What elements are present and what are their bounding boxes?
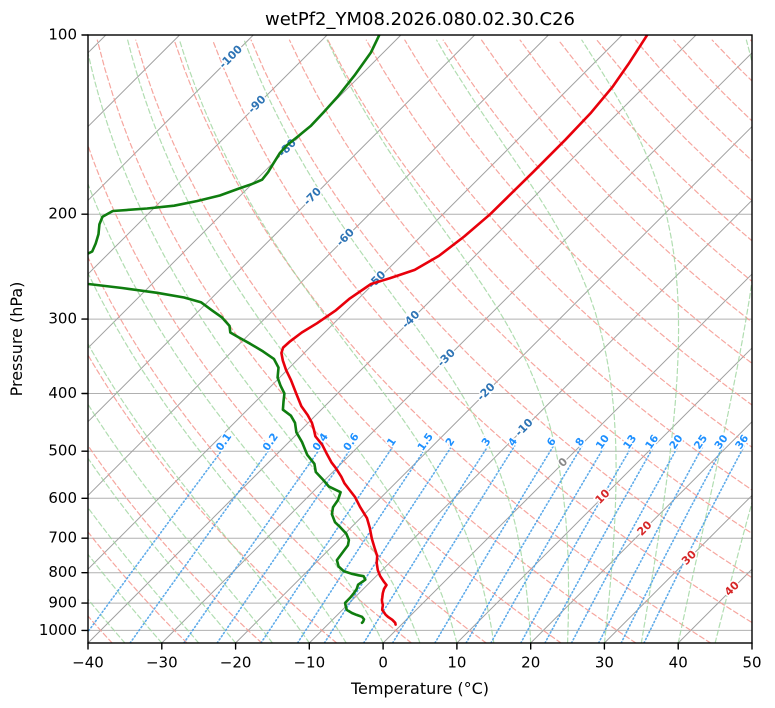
y-axis-label: Pressure (hPa) <box>7 282 26 397</box>
svg-text:0: 0 <box>378 654 388 672</box>
x-axis-label: Temperature (°C) <box>350 679 489 698</box>
svg-text:700: 700 <box>48 529 77 547</box>
svg-text:20: 20 <box>521 654 540 672</box>
chart-title: wetPf2_YM08.2026.080.02.30.C26 <box>265 9 575 30</box>
svg-text:−40: −40 <box>72 654 104 672</box>
svg-text:0.2: 0.2 <box>260 431 281 453</box>
svg-text:1: 1 <box>385 436 399 449</box>
svg-text:200: 200 <box>48 205 77 223</box>
svg-text:500: 500 <box>48 442 77 460</box>
svg-text:1000: 1000 <box>39 621 77 639</box>
svg-text:40: 40 <box>669 654 688 672</box>
svg-text:8: 8 <box>573 436 587 449</box>
svg-text:30: 30 <box>595 654 614 672</box>
svg-text:600: 600 <box>48 489 77 507</box>
svg-text:900: 900 <box>48 594 77 612</box>
svg-text:−30: −30 <box>146 654 178 672</box>
svg-text:1.5: 1.5 <box>415 431 436 453</box>
y-axis-ticks: 100 200 300 400 500 600 700 800 900 1000 <box>39 26 89 639</box>
svg-text:800: 800 <box>48 563 77 581</box>
isotherm-lines <box>88 35 752 643</box>
svg-text:2: 2 <box>443 436 457 449</box>
temperature-curve <box>280 35 649 626</box>
svg-text:300: 300 <box>48 310 77 328</box>
dry-adiabat-lines <box>88 39 752 643</box>
svg-text:6: 6 <box>545 436 559 449</box>
x-axis-ticks: −40 −30 −20 −10 0 10 20 30 40 50 <box>72 642 762 672</box>
svg-text:13: 13 <box>621 433 639 452</box>
svg-text:−20: −20 <box>220 654 252 672</box>
svg-text:0.1: 0.1 <box>214 431 235 453</box>
svg-text:30: 30 <box>712 433 730 452</box>
svg-text:10: 10 <box>594 433 612 452</box>
svg-text:400: 400 <box>48 384 77 402</box>
svg-text:100: 100 <box>48 26 77 44</box>
svg-text:36: 36 <box>733 433 751 452</box>
dewpoint-curve <box>88 35 381 625</box>
svg-text:3: 3 <box>479 436 493 449</box>
svg-text:10: 10 <box>447 654 466 672</box>
svg-text:16: 16 <box>643 433 661 452</box>
svg-text:4: 4 <box>506 436 520 449</box>
plot-border <box>87 34 753 644</box>
svg-text:−10: −10 <box>293 654 325 672</box>
moist-adiabat-lines <box>88 39 752 643</box>
svg-text:50: 50 <box>742 654 761 672</box>
pressure-gridlines <box>88 35 752 631</box>
